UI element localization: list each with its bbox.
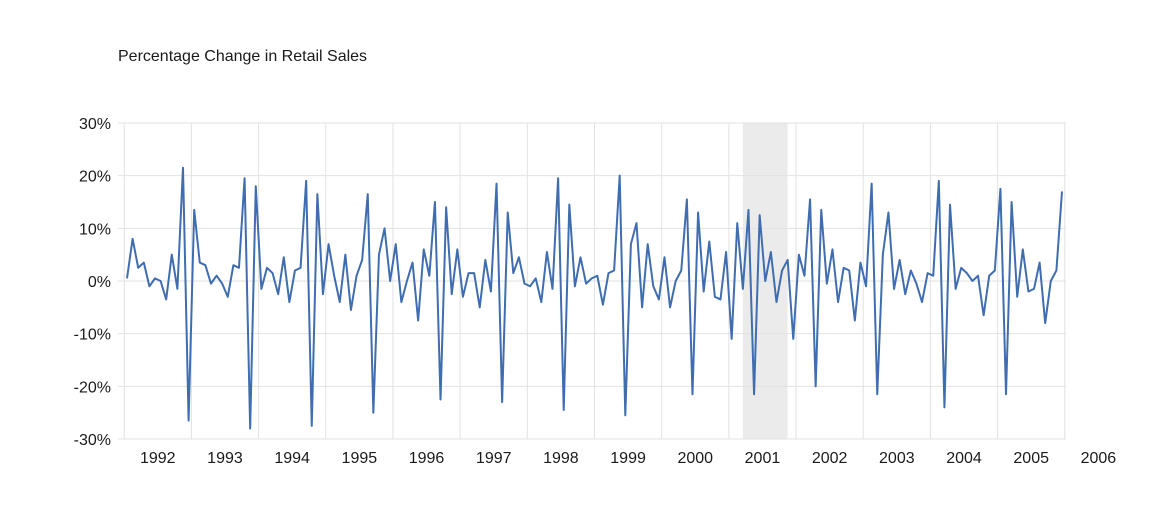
y-tick-label: 20% — [79, 169, 111, 186]
y-tick-label: 30% — [79, 116, 111, 133]
x-tick-label: 1998 — [543, 450, 579, 467]
x-tick-label: 2006 — [1081, 450, 1117, 467]
y-tick-label: 10% — [79, 221, 111, 238]
x-tick-label: 2005 — [1013, 450, 1049, 467]
x-tick-label: 1996 — [409, 450, 445, 467]
y-tick-label: -30% — [74, 432, 111, 449]
y-tick-label: -20% — [74, 379, 111, 396]
series-line — [126, 166, 1063, 430]
x-tick-label: 1997 — [476, 450, 512, 467]
chart-title: Percentage Change in Retail Sales — [118, 48, 368, 65]
x-tick-label: 1992 — [140, 450, 176, 467]
x-tick-label: 1994 — [274, 450, 310, 467]
x-tick-label: 2001 — [745, 450, 781, 467]
x-tick-label: 2004 — [946, 450, 982, 467]
x-tick-label: 2000 — [677, 450, 713, 467]
x-tick-label: 2002 — [812, 450, 848, 467]
x-tick-label: 1995 — [342, 450, 378, 467]
x-tick-label: 1999 — [610, 450, 646, 467]
y-tick-label: -10% — [74, 327, 111, 344]
x-tick-label: 1993 — [207, 450, 243, 467]
x-tick-label: 2003 — [879, 450, 915, 467]
y-tick-label: 0% — [88, 274, 111, 291]
